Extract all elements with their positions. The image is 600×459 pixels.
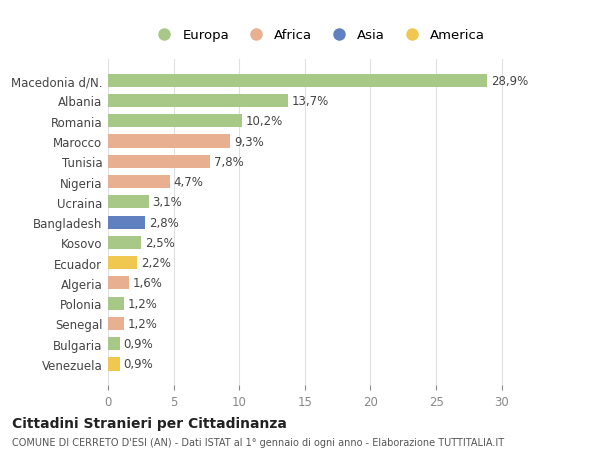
Text: 0,9%: 0,9% bbox=[124, 337, 154, 350]
Text: 4,7%: 4,7% bbox=[173, 176, 203, 189]
Text: 1,2%: 1,2% bbox=[128, 317, 158, 330]
Bar bbox=[108, 115, 242, 128]
Bar bbox=[108, 176, 170, 189]
Text: 28,9%: 28,9% bbox=[491, 74, 529, 88]
Text: 2,5%: 2,5% bbox=[145, 236, 175, 249]
Bar bbox=[108, 337, 120, 351]
Text: 2,2%: 2,2% bbox=[141, 257, 170, 269]
Legend: Europa, Africa, Asia, America: Europa, Africa, Asia, America bbox=[146, 24, 490, 47]
Text: 2,8%: 2,8% bbox=[149, 216, 178, 229]
Text: 3,1%: 3,1% bbox=[152, 196, 182, 209]
Bar bbox=[108, 317, 124, 330]
Text: 7,8%: 7,8% bbox=[214, 156, 244, 168]
Bar bbox=[108, 358, 120, 371]
Bar bbox=[108, 297, 124, 310]
Text: 13,7%: 13,7% bbox=[292, 95, 329, 108]
Bar bbox=[108, 74, 487, 88]
Text: COMUNE DI CERRETO D'ESI (AN) - Dati ISTAT al 1° gennaio di ogni anno - Elaborazi: COMUNE DI CERRETO D'ESI (AN) - Dati ISTA… bbox=[12, 437, 504, 447]
Text: 9,3%: 9,3% bbox=[234, 135, 264, 148]
Bar bbox=[108, 216, 145, 229]
Text: Cittadini Stranieri per Cittadinanza: Cittadini Stranieri per Cittadinanza bbox=[12, 416, 287, 430]
Bar bbox=[108, 135, 230, 148]
Bar bbox=[108, 156, 211, 168]
Bar bbox=[108, 236, 141, 249]
Text: 1,6%: 1,6% bbox=[133, 277, 163, 290]
Bar bbox=[108, 257, 137, 269]
Text: 10,2%: 10,2% bbox=[246, 115, 283, 128]
Bar bbox=[108, 277, 129, 290]
Bar bbox=[108, 196, 149, 209]
Text: 1,2%: 1,2% bbox=[128, 297, 158, 310]
Text: 0,9%: 0,9% bbox=[124, 358, 154, 371]
Bar bbox=[108, 95, 288, 108]
